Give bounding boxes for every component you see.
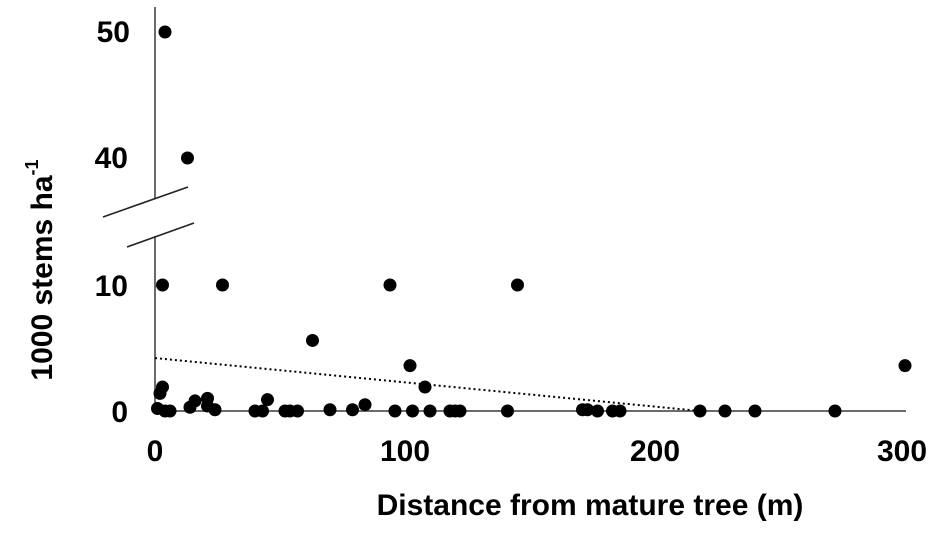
data-point — [261, 393, 274, 407]
data-point — [216, 278, 229, 292]
data-point — [388, 404, 402, 418]
x-tick-label: 100 — [380, 435, 430, 468]
data-point — [693, 404, 707, 418]
x-axis-label: Distance from mature tree (m) — [377, 489, 804, 522]
x-tick-label: 0 — [147, 435, 164, 468]
data-point — [153, 386, 167, 400]
data-point — [323, 403, 337, 417]
y-axis-label-group: 1000 stems ha-1 — [22, 159, 59, 380]
data-point — [418, 380, 432, 394]
y-tick-label: 50 — [97, 16, 130, 49]
data-point — [501, 404, 514, 418]
data-point — [306, 333, 319, 347]
data-point — [613, 404, 627, 418]
data-point — [188, 394, 202, 408]
y-axis-label: 1000 stems ha-1 — [22, 159, 59, 380]
data-point — [581, 403, 594, 417]
data-point — [383, 278, 397, 292]
data-point — [828, 404, 842, 418]
data-point — [453, 404, 467, 418]
data-points — [151, 25, 912, 418]
y-axis-label-text: 1000 stems ha — [26, 175, 59, 380]
data-point — [208, 403, 222, 417]
x-tick-label: 300 — [877, 435, 927, 468]
data-point — [156, 278, 169, 292]
data-point — [346, 403, 359, 417]
data-point — [591, 404, 604, 418]
data-point — [423, 404, 437, 418]
axis-break-mark-upper — [102, 186, 189, 218]
y-tick-label: 0 — [111, 396, 128, 429]
data-point — [511, 278, 524, 292]
y-tick-label: 10 — [95, 270, 128, 303]
data-point — [898, 359, 912, 373]
y-axis-label-superscript: -1 — [22, 159, 42, 175]
trend-line — [154, 357, 701, 412]
x-tick-label: 200 — [630, 435, 680, 468]
data-point — [158, 25, 172, 39]
axis-break-mark-lower — [126, 222, 195, 248]
data-point — [163, 404, 177, 418]
data-point — [256, 404, 269, 418]
data-point — [718, 404, 732, 418]
data-point — [181, 151, 194, 165]
data-point — [406, 404, 419, 418]
y-tick-label: 40 — [95, 142, 128, 175]
data-point — [358, 398, 372, 412]
data-point — [748, 404, 762, 418]
data-point — [403, 359, 417, 373]
data-point — [291, 404, 304, 418]
